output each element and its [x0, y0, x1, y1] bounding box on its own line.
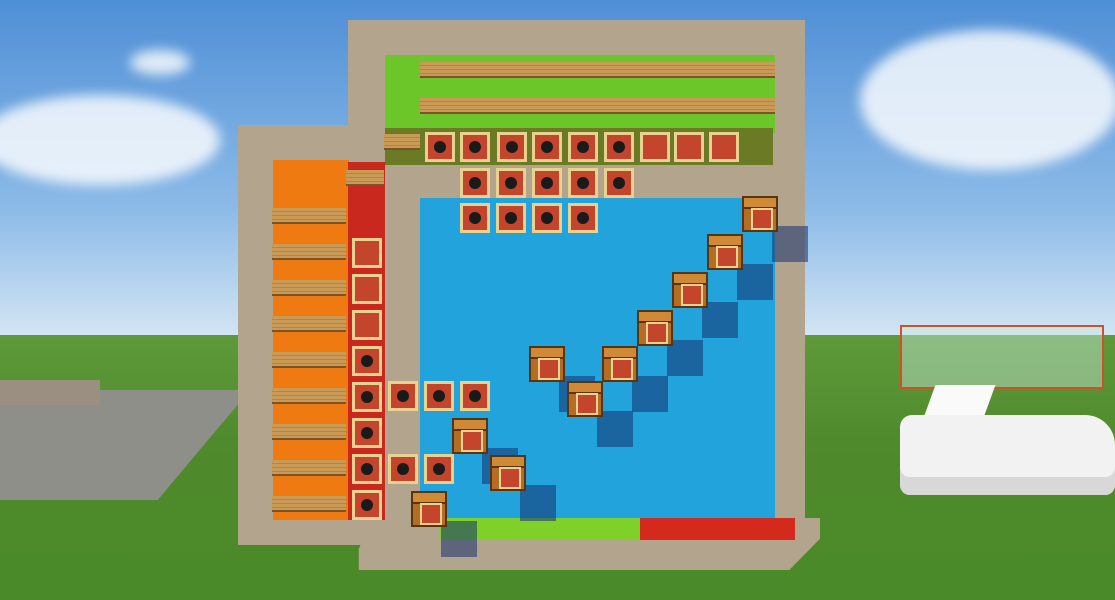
music-disc-icon — [469, 212, 481, 224]
chest — [707, 234, 743, 270]
music-disc-icon — [541, 141, 553, 153]
item-frame — [576, 393, 598, 415]
lime-floor — [440, 518, 640, 540]
item-frame — [532, 132, 562, 162]
item-frame — [497, 132, 527, 162]
sign — [272, 208, 346, 224]
item-frame — [646, 322, 668, 344]
item-frame — [352, 418, 382, 448]
greenhouse — [900, 325, 1104, 389]
item-frame — [352, 454, 382, 484]
red-floor — [640, 518, 795, 540]
chest — [567, 381, 603, 417]
music-disc-icon — [541, 177, 553, 189]
item-frame — [674, 132, 704, 162]
music-disc-icon — [361, 427, 373, 439]
chest — [602, 346, 638, 382]
music-disc-icon — [397, 390, 409, 402]
item-frame — [532, 203, 562, 233]
item-frame — [568, 203, 598, 233]
item-frame — [460, 132, 490, 162]
music-disc-icon — [541, 212, 553, 224]
item-frame — [352, 274, 382, 304]
item-frame — [460, 381, 490, 411]
item-frame — [499, 467, 521, 489]
chest — [637, 310, 673, 346]
music-disc-icon — [505, 212, 517, 224]
sign — [272, 280, 346, 296]
item-frame — [420, 503, 442, 525]
item-frame — [709, 132, 739, 162]
sign — [272, 424, 346, 440]
item-frame — [388, 454, 418, 484]
music-disc-icon — [577, 141, 589, 153]
item-frame — [611, 358, 633, 380]
music-disc-icon — [613, 177, 625, 189]
item-frame — [496, 203, 526, 233]
chest — [672, 272, 708, 308]
music-disc-icon — [506, 141, 518, 153]
item-frame — [532, 168, 562, 198]
chest — [529, 346, 565, 382]
sign — [272, 496, 346, 512]
item-frame — [388, 381, 418, 411]
car — [900, 415, 1115, 495]
sign — [420, 62, 775, 78]
sign — [272, 460, 346, 476]
item-frame — [460, 168, 490, 198]
item-frame — [424, 381, 454, 411]
sign — [420, 98, 775, 114]
music-disc-icon — [469, 141, 481, 153]
item-frame — [538, 358, 560, 380]
music-disc-icon — [361, 499, 373, 511]
cloud — [0, 95, 220, 185]
sign — [272, 352, 346, 368]
item-frame — [460, 203, 490, 233]
sign — [272, 388, 346, 404]
music-disc-icon — [505, 177, 517, 189]
music-disc-icon — [433, 390, 445, 402]
music-disc-icon — [397, 463, 409, 475]
sign — [272, 244, 346, 260]
item-frame — [496, 168, 526, 198]
item-frame — [640, 132, 670, 162]
item-frame — [604, 132, 634, 162]
item-frame — [681, 284, 703, 306]
music-disc-icon — [613, 141, 625, 153]
item-frame — [352, 238, 382, 268]
item-frame — [352, 490, 382, 520]
music-disc-icon — [361, 463, 373, 475]
item-frame — [716, 246, 738, 268]
cloud — [130, 50, 190, 75]
cloud — [860, 30, 1115, 170]
music-disc-icon — [361, 355, 373, 367]
item-frame — [352, 346, 382, 376]
sign — [346, 170, 384, 186]
item-frame — [352, 382, 382, 412]
music-disc-icon — [361, 391, 373, 403]
sign — [272, 316, 346, 332]
item-frame — [604, 168, 634, 198]
music-disc-icon — [434, 141, 446, 153]
music-disc-icon — [577, 177, 589, 189]
item-frame — [568, 168, 598, 198]
music-disc-icon — [469, 177, 481, 189]
chest — [742, 196, 778, 232]
chest — [411, 491, 447, 527]
item-frame — [425, 132, 455, 162]
item-frame — [424, 454, 454, 484]
item-frame — [461, 430, 483, 452]
item-frame — [568, 132, 598, 162]
music-disc-icon — [433, 463, 445, 475]
chest — [490, 455, 526, 491]
item-frame — [751, 208, 773, 230]
music-disc-icon — [469, 390, 481, 402]
chest — [452, 418, 488, 454]
dirt-patch — [0, 380, 100, 405]
music-disc-icon — [577, 212, 589, 224]
item-frame — [352, 310, 382, 340]
sign — [384, 134, 420, 150]
